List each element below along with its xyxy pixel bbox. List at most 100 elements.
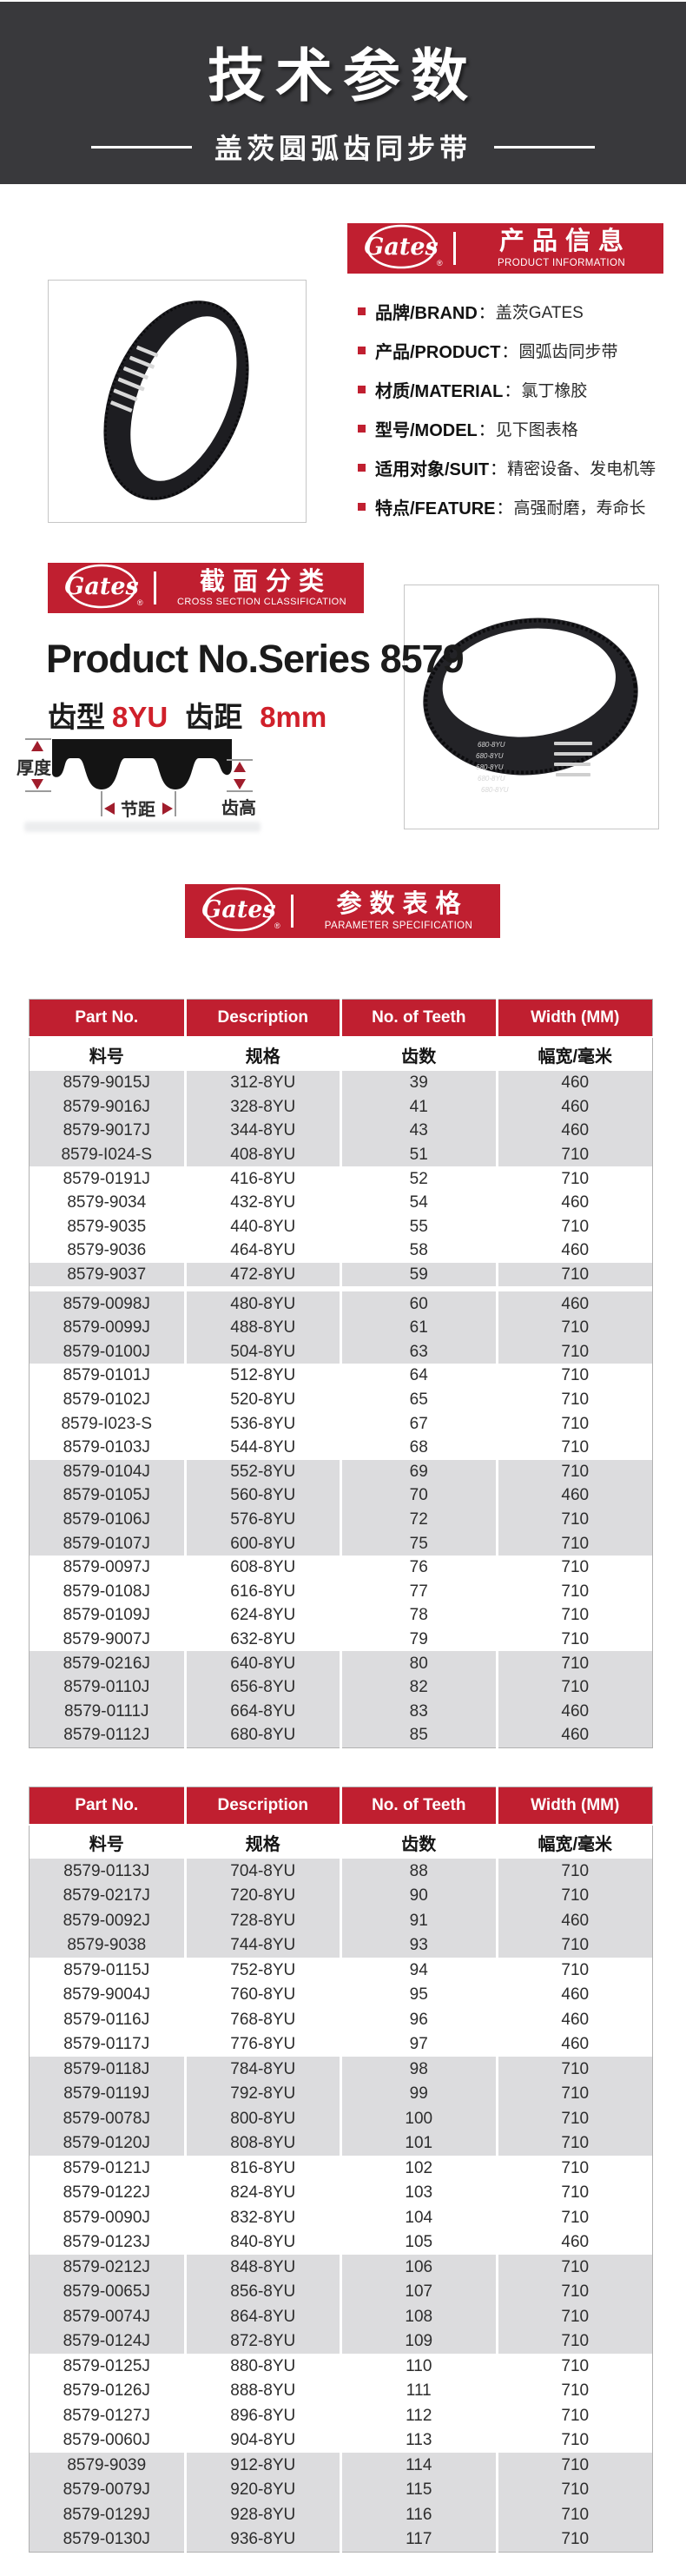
watermark-smudge xyxy=(24,822,261,832)
table-row: 8579-0099J 488-8YU 61 710 xyxy=(29,1315,653,1340)
table-cell: 710 xyxy=(497,2057,653,2082)
tooth-height-label: 齿高 xyxy=(221,797,256,818)
table-cell: 113 xyxy=(340,2427,498,2453)
table-header-cn: 料号 规格 齿数 幅宽/毫米 xyxy=(29,1825,653,1859)
table-cell: 109 xyxy=(340,2328,498,2354)
table-row: 8579-0113J 704-8YU 88 710 xyxy=(29,1859,653,1884)
page-title: 技术参数 xyxy=(208,43,478,108)
table-cell: 710 xyxy=(497,1459,653,1484)
table-row: 8579-0126J 888-8YU 111 710 xyxy=(29,2378,653,2403)
table-cell: 710 xyxy=(497,1339,653,1364)
table-cell: 640-8YU xyxy=(185,1651,342,1675)
banner-title-en: PARAMETER SPECIFICATION xyxy=(324,920,473,931)
table-cell: 8579-0119J xyxy=(29,2081,187,2106)
table-cell: 8579-0097J xyxy=(29,1555,187,1580)
table-cell: 112 xyxy=(340,2403,498,2428)
gates-logo-icon: Gates ® xyxy=(361,222,445,275)
table-cell: 52 xyxy=(340,1166,498,1191)
table-row: 8579-0110J 656-8YU 82 710 xyxy=(29,1674,653,1700)
table-row: 8579-0092J 728-8YU 91 460 xyxy=(29,1908,653,1933)
table-cell: 8579-0129J xyxy=(29,2502,187,2527)
table-cell: 8579-9036 xyxy=(29,1238,187,1263)
table-cell: 710 xyxy=(497,1262,653,1287)
table-cell: 872-8YU xyxy=(185,2328,342,2354)
table-cell: 710 xyxy=(497,1958,653,1983)
table-cell: 8579-0109J xyxy=(29,1603,187,1628)
table-cell: 98 xyxy=(340,2057,498,2082)
table-cell: 616-8YU xyxy=(185,1579,342,1604)
detail-row-feature: 特点/FEATURE ： 高强耐磨，寿命长 xyxy=(358,487,670,526)
table-cell: 460 xyxy=(497,1982,653,2007)
table-cell: 460 xyxy=(497,2007,653,2032)
table-cell: 102 xyxy=(340,2156,498,2181)
table-cell: 83 xyxy=(340,1699,498,1724)
table-cell: 8579-0126J xyxy=(29,2378,187,2403)
table-cell: 41 xyxy=(340,1094,498,1120)
bullet-icon xyxy=(358,386,366,393)
table-cell: 55 xyxy=(340,1214,498,1239)
table-cell: 710 xyxy=(497,1579,653,1604)
table-cell: 560-8YU xyxy=(185,1483,342,1508)
table-row: 8579-0101J 512-8YU 64 710 xyxy=(29,1364,653,1388)
table-cell: 460 xyxy=(497,1238,653,1263)
table-cell: 856-8YU xyxy=(185,2279,342,2304)
table-cell: 110 xyxy=(340,2354,498,2379)
detail-label: 品牌/BRAND xyxy=(375,304,478,323)
detail-value: 见下图表格 xyxy=(495,421,578,439)
table-row: 8579-0130J 936-8YU 117 710 xyxy=(29,2526,653,2553)
table-cell: 816-8YU xyxy=(185,2156,342,2181)
table-row: 8579-9015J 312-8YU 39 460 xyxy=(29,1071,653,1095)
table-row: 8579-0115J 752-8YU 94 710 xyxy=(29,1958,653,1983)
banner-title-cn: 参数表格 xyxy=(336,890,469,919)
table-cell: 710 xyxy=(497,2526,653,2553)
table-row: 8579-0108J 616-8YU 77 710 xyxy=(29,1579,653,1604)
table-cell: 912-8YU xyxy=(185,2453,342,2478)
detail-colon: ： xyxy=(496,499,513,518)
table-cell: 864-8YU xyxy=(185,2304,342,2329)
table-header-cn: 料号 规格 齿数 幅宽/毫米 xyxy=(29,1037,653,1071)
table-row: 8579-0117J 776-8YU 97 460 xyxy=(29,2031,653,2057)
table-row: 8579-0119J 792-8YU 99 710 xyxy=(29,2081,653,2106)
table-cell: 808-8YU xyxy=(185,2130,342,2156)
bullet-icon xyxy=(358,464,366,472)
table-row: 8579-0112J 680-8YU 85 460 xyxy=(29,1723,653,1748)
table-cell: 94 xyxy=(340,1958,498,1983)
table-cell: 710 xyxy=(497,1932,653,1958)
table-cell: 920-8YU xyxy=(185,2477,342,2502)
table-cell: 8579-0090J xyxy=(29,2205,187,2230)
table-row: 8579-9007J 632-8YU 79 710 xyxy=(29,1627,653,1652)
banner-titles: 产品信息 PRODUCT INFORMATION xyxy=(459,228,663,268)
table-cell: 70 xyxy=(340,1483,498,1508)
col-description: Description xyxy=(185,999,342,1038)
table-cell: 8579-9015J xyxy=(29,1071,187,1095)
table-cell: 800-8YU xyxy=(185,2106,342,2131)
table-cell: 710 xyxy=(497,2180,653,2205)
table-cell: 8579-0191J xyxy=(29,1166,187,1191)
table-row: 8579-9039 912-8YU 114 710 xyxy=(29,2453,653,2478)
table-header-en: Part No. Description No. of Teeth Width … xyxy=(29,999,653,1038)
table-cell: 8579-9017J xyxy=(29,1119,187,1143)
table-cell: 710 xyxy=(497,2427,653,2453)
table-cell: 8579-9034 xyxy=(29,1190,187,1215)
table-cell: 8579-0107J xyxy=(29,1531,187,1556)
table-cell: 8579-0112J xyxy=(29,1723,187,1748)
table-cell: 710 xyxy=(497,1315,653,1340)
table-cell: 93 xyxy=(340,1932,498,1958)
page-subtitle: 盖茨圆弧齿同步带 xyxy=(0,127,686,167)
svg-text:Gates: Gates xyxy=(201,896,275,923)
table-cell: 710 xyxy=(497,1883,653,1908)
table-row: 8579-0105J 560-8YU 70 460 xyxy=(29,1483,653,1508)
table-row: 8579-0103J 544-8YU 68 710 xyxy=(29,1435,653,1460)
table-cell: 8579-9037 xyxy=(29,1262,187,1287)
table-cell: 784-8YU xyxy=(185,2057,342,2082)
table-cell: 75 xyxy=(340,1531,498,1556)
table-cell: 504-8YU xyxy=(185,1339,342,1364)
banner-title-cn: 产品信息 xyxy=(498,228,631,256)
parameter-table-banner: Gates ® 参数表格 PARAMETER SPECIFICATION xyxy=(185,884,500,938)
table-cell: 460 xyxy=(497,1190,653,1215)
table-cell: 8579-0074J xyxy=(29,2304,187,2329)
table-cell: 710 xyxy=(497,2255,653,2280)
table-row: 8579-9038 744-8YU 93 710 xyxy=(29,1932,653,1958)
table-cell: 472-8YU xyxy=(185,1262,342,1287)
